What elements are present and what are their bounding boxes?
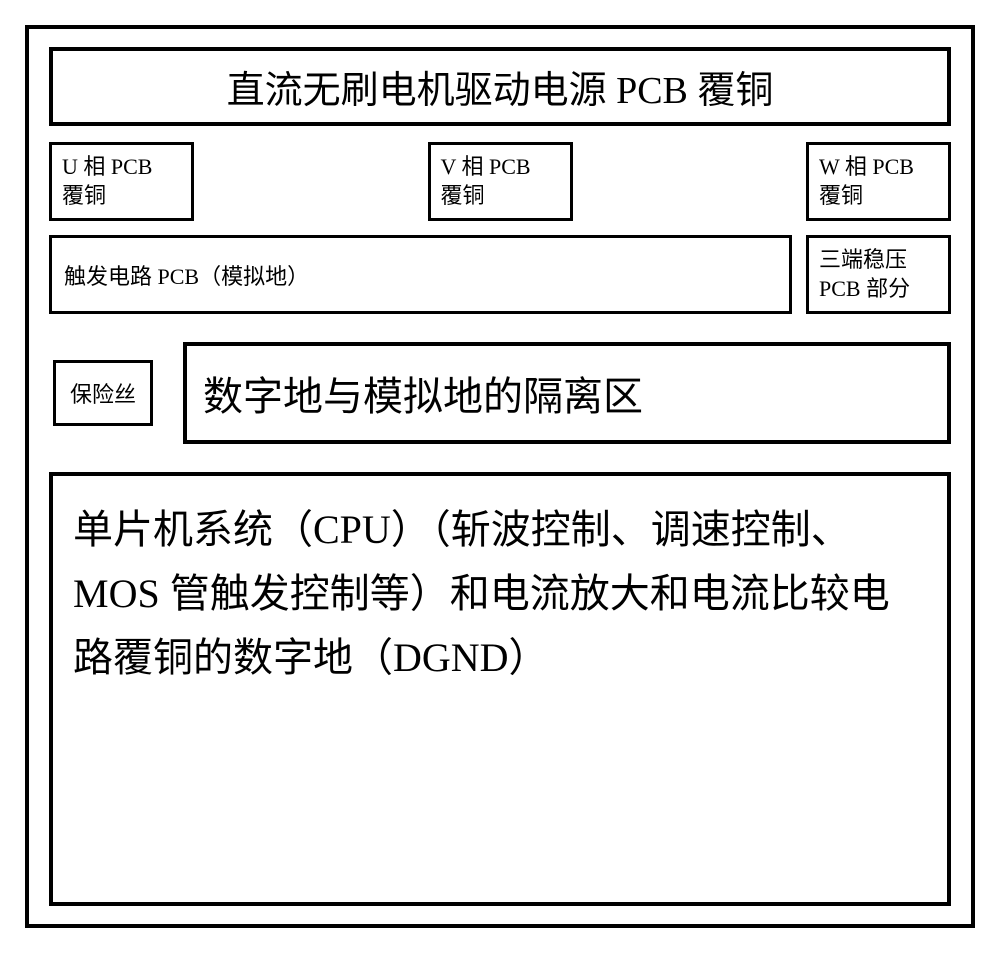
diagram-container: 直流无刷电机驱动电源 PCB 覆铜 U 相 PCB 覆铜 V 相 PCB 覆铜 … <box>25 25 975 928</box>
u-phase-label: U 相 PCB 覆铜 <box>62 154 152 208</box>
three-terminal-box: 三端稳压 PCB 部分 <box>806 235 951 314</box>
mcu-system-label: 单片机系统（CPU）（斩波控制、调速控制、MOS 管触发控制等）和电流放大和电流… <box>73 507 890 680</box>
phase-row: U 相 PCB 覆铜 V 相 PCB 覆铜 W 相 PCB 覆铜 <box>49 142 951 221</box>
title-box: 直流无刷电机驱动电源 PCB 覆铜 <box>49 47 951 126</box>
isolation-zone-label: 数字地与模拟地的隔离区 <box>203 374 643 419</box>
mcu-system-box: 单片机系统（CPU）（斩波控制、调速控制、MOS 管触发控制等）和电流放大和电流… <box>49 472 951 906</box>
fuse-label: 保险丝 <box>70 382 136 407</box>
title-text: 直流无刷电机驱动电源 PCB 覆铜 <box>227 70 774 112</box>
trigger-circuit-box: 触发电路 PCB（模拟地） <box>49 235 792 314</box>
w-phase-box: W 相 PCB 覆铜 <box>806 142 951 221</box>
trigger-row: 触发电路 PCB（模拟地） 三端稳压 PCB 部分 <box>49 235 951 314</box>
u-phase-box: U 相 PCB 覆铜 <box>49 142 194 221</box>
isolation-row: 保险丝 数字地与模拟地的隔离区 <box>49 342 951 444</box>
trigger-circuit-label: 触发电路 PCB（模拟地） <box>64 259 309 291</box>
three-terminal-label: 三端稳压 PCB 部分 <box>819 247 910 301</box>
w-phase-label: W 相 PCB 覆铜 <box>819 154 914 208</box>
fuse-box: 保险丝 <box>53 360 153 426</box>
v-phase-box: V 相 PCB 覆铜 <box>428 142 573 221</box>
v-phase-label: V 相 PCB 覆铜 <box>441 154 531 208</box>
isolation-zone-box: 数字地与模拟地的隔离区 <box>183 342 951 444</box>
